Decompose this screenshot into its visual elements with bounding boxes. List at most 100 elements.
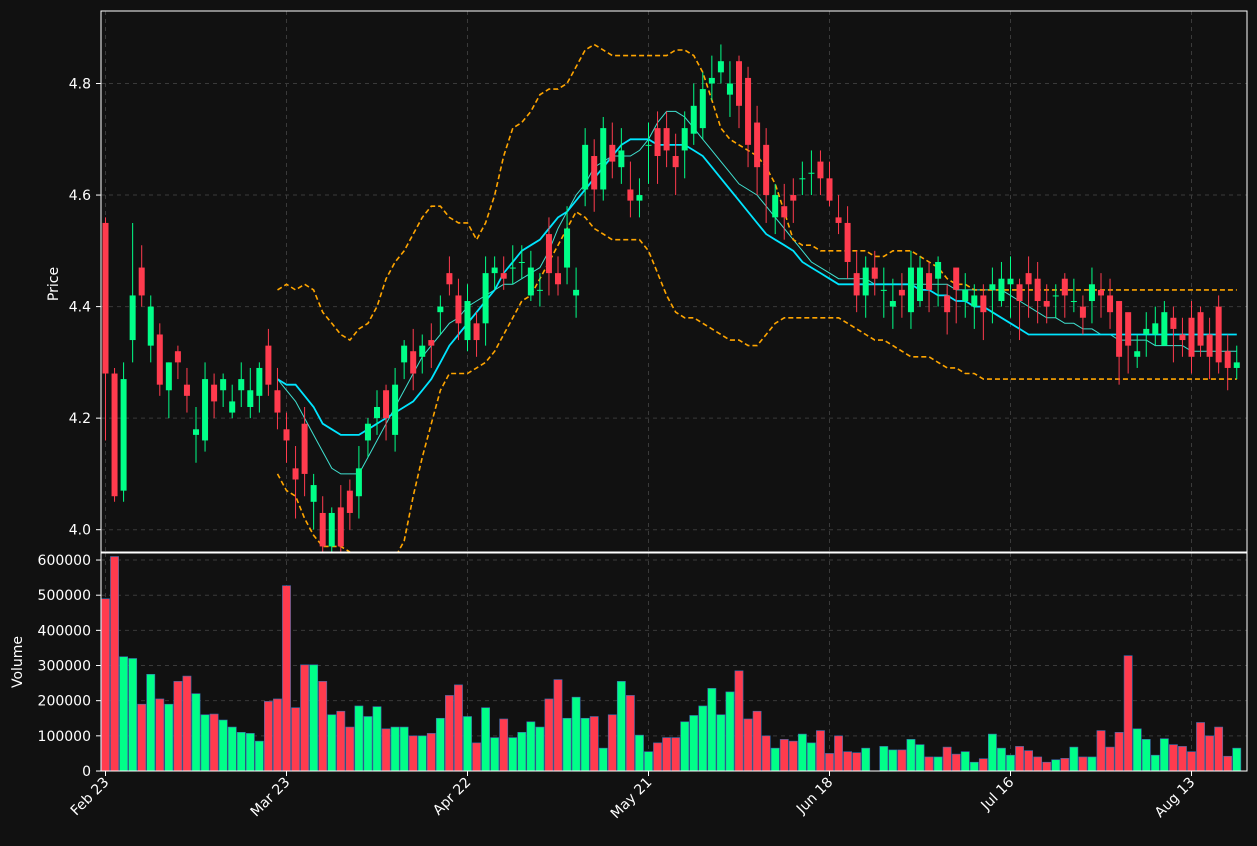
candle-body — [220, 379, 227, 391]
candle-body — [1161, 312, 1168, 346]
candle-body — [156, 334, 163, 385]
candle-body — [1025, 273, 1032, 285]
candle-body — [482, 273, 489, 324]
candle-body — [763, 144, 770, 196]
volume-bar — [897, 749, 907, 771]
candle-body — [1007, 278, 1014, 285]
candle-body — [1179, 334, 1186, 341]
candle-body — [383, 390, 390, 419]
candle-body — [926, 273, 933, 290]
candle-body — [1188, 317, 1195, 357]
volume-bar — [1150, 754, 1160, 771]
price-tick-label: 4.8 — [69, 77, 91, 93]
candle-body — [1197, 312, 1204, 346]
candle-body — [980, 295, 987, 313]
candle-body — [790, 195, 797, 201]
volume-axis: 0 100000 200000 300000 400000 500000 600000 — [38, 553, 101, 780]
volume-bar — [806, 742, 816, 771]
candle-body — [654, 128, 661, 157]
volume-bar — [318, 681, 328, 771]
volume-bar — [1214, 726, 1224, 771]
candle-body — [962, 289, 969, 302]
volume-bar — [752, 710, 762, 771]
candle-body — [183, 384, 190, 396]
volume-bar — [390, 726, 400, 771]
volume-bar — [544, 698, 554, 771]
candle-body — [509, 267, 516, 269]
candle-body — [102, 222, 109, 374]
candle-body — [609, 144, 616, 162]
candle-body — [129, 295, 136, 341]
volume-bar — [861, 747, 871, 771]
volume-tick-label: 200000 — [38, 694, 91, 710]
volume-bar — [435, 717, 445, 771]
volume-bar — [770, 747, 780, 771]
price-tick-label: 4.2 — [69, 411, 91, 427]
volume-bar — [408, 735, 418, 771]
candle-body — [582, 144, 589, 190]
candle-body — [745, 77, 752, 145]
volume-bar — [1033, 756, 1043, 771]
volume-bar — [399, 726, 409, 771]
volume-bar — [472, 742, 481, 771]
candle-body — [355, 468, 362, 497]
candle-body — [880, 289, 887, 291]
candle-body — [1215, 306, 1222, 363]
candle-body — [337, 507, 344, 547]
price-panel-frame — [100, 10, 1248, 553]
candle-body — [862, 267, 869, 296]
volume-bar — [128, 658, 138, 771]
volume-bar — [300, 664, 309, 771]
candle-body — [193, 429, 199, 435]
candle-body — [708, 77, 715, 84]
volume-bar — [119, 656, 128, 771]
candle-body — [1170, 317, 1177, 329]
volume-bar — [553, 679, 563, 771]
candle-body — [328, 512, 335, 547]
candle-body — [935, 261, 942, 279]
volume-bar — [309, 664, 319, 771]
volume-bar — [200, 714, 210, 771]
candle-body — [346, 490, 353, 513]
volume-bar — [173, 681, 183, 771]
volume-tick-label: 400000 — [38, 623, 91, 639]
candle-body — [1061, 278, 1068, 296]
candle-body — [147, 306, 154, 346]
volume-bar — [454, 684, 463, 771]
volume-bar — [372, 706, 382, 771]
volume-bar — [1006, 754, 1015, 771]
candle-body — [419, 345, 426, 357]
volume-bar — [689, 715, 699, 771]
candle-body — [256, 367, 263, 396]
volume-bar — [843, 751, 852, 771]
volume-bar — [327, 714, 337, 771]
volume-bar — [797, 733, 807, 771]
candle-body — [781, 206, 788, 218]
volume-bar — [997, 747, 1006, 771]
candle-body — [1125, 312, 1132, 346]
candle-body — [274, 390, 281, 413]
candle-body — [202, 379, 209, 441]
volume-bar — [1024, 750, 1033, 771]
volume-bar — [1141, 739, 1151, 771]
price-tick-label: 4.4 — [69, 300, 91, 316]
candle-body — [726, 83, 733, 95]
volume-bar — [463, 716, 472, 771]
candle-body — [364, 423, 371, 441]
volume-bar — [1169, 744, 1178, 771]
volume-bar — [1042, 761, 1052, 771]
volume-bar — [852, 752, 862, 771]
volume-bar — [761, 735, 771, 771]
volume-bar — [273, 698, 282, 771]
volume-bar — [182, 675, 192, 771]
volume-bar — [969, 761, 979, 771]
candle-body — [618, 150, 625, 168]
candle-body — [401, 345, 408, 363]
candle-body — [301, 423, 308, 474]
candle-body — [1152, 323, 1159, 335]
candle-body — [518, 261, 525, 263]
volume-axis-label: Volume — [10, 636, 26, 688]
price-axis: 4.0 4.2 4.4 4.6 4.8 — [69, 77, 101, 539]
candle-body — [555, 273, 561, 285]
candle-body — [527, 267, 534, 296]
